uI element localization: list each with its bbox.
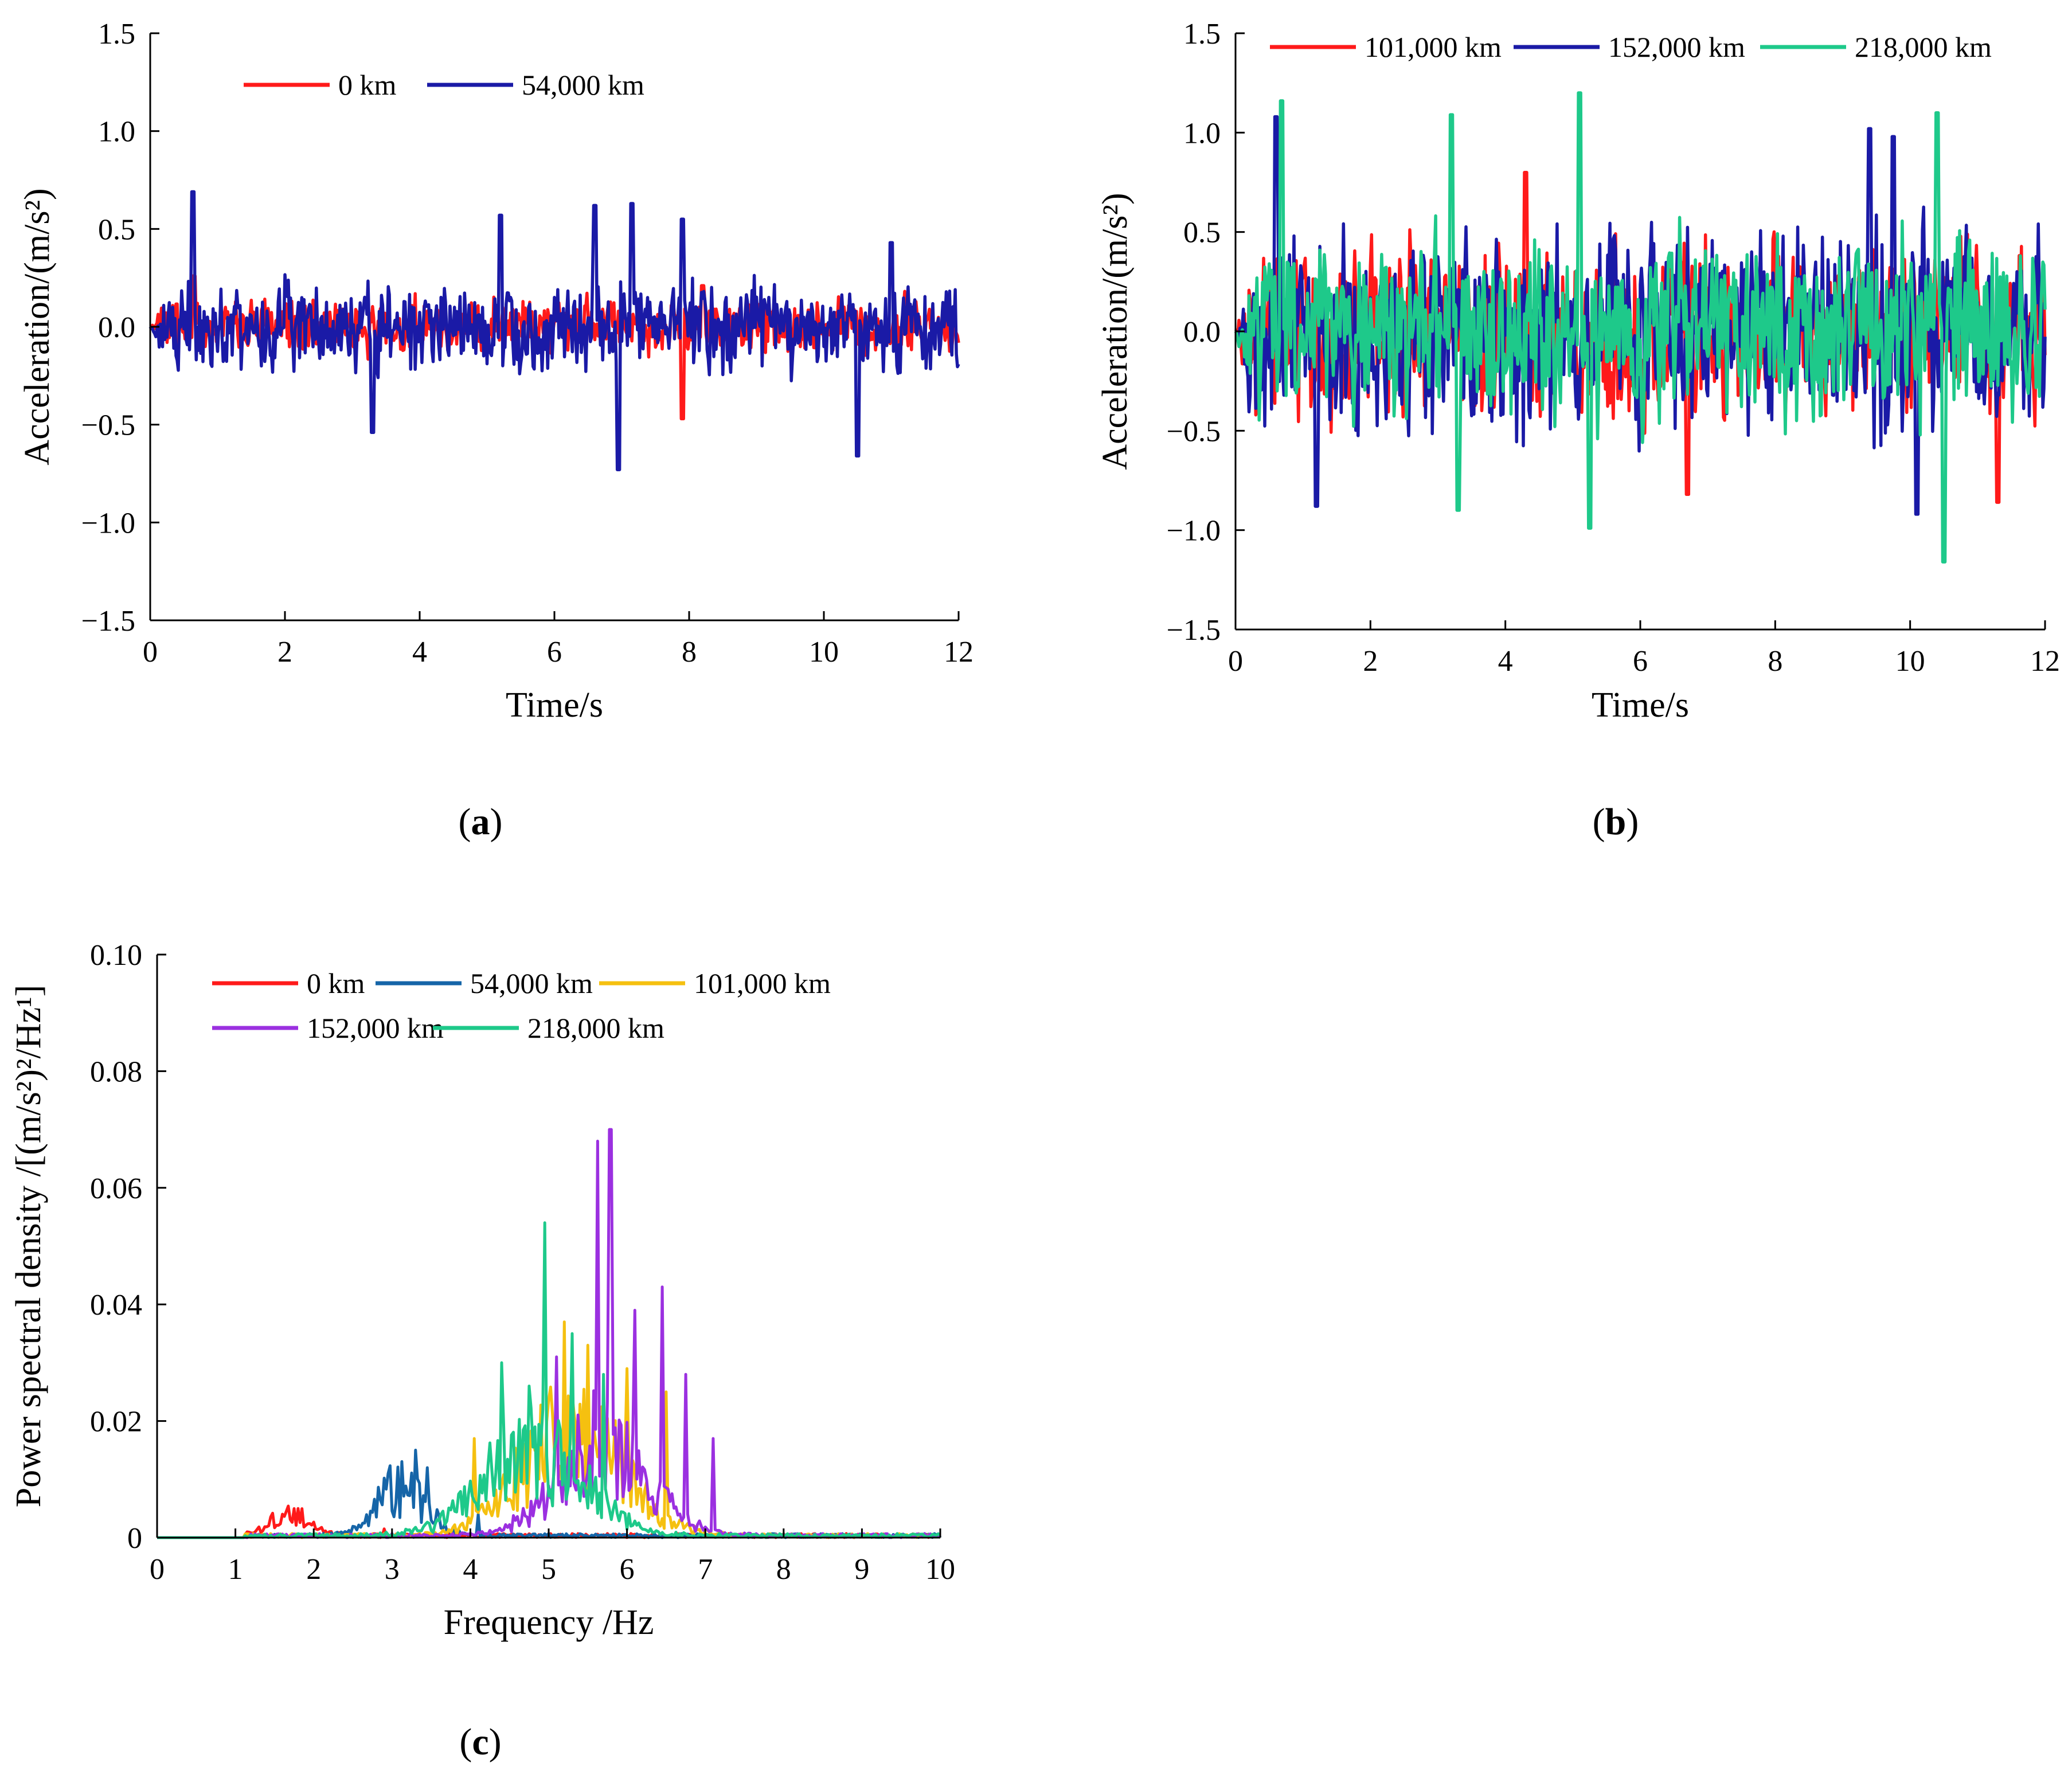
legend-label-b-0: 101,000 km (1365, 31, 1502, 63)
panel-label-b: (b) (1593, 801, 1639, 843)
x-axis-label-a: Time/s (506, 686, 603, 725)
x-axis-label-b: Time/s (1592, 686, 1689, 725)
x-tick-label-c-7: 7 (698, 1553, 713, 1586)
y-tick-label-b-5: 1.0 (1183, 117, 1221, 150)
x-tick-label-c-4: 4 (463, 1553, 478, 1586)
legend-label-c-2: 101,000 km (694, 967, 831, 999)
x-tick-label-a-1: 2 (277, 636, 292, 668)
x-tick-label-b-5: 10 (1895, 645, 1925, 678)
x-tick-label-c-9: 9 (854, 1553, 869, 1586)
chart-a: 0 2 4 6 8 10 12 −1.5 −1.0 −0.5 0.0 0.5 1.0 1.5 Time/s A… (18, 18, 974, 843)
y-tick-label-c-5: 0.10 (90, 939, 142, 972)
x-tick-label-c-3: 3 (385, 1553, 400, 1586)
y-tick-label-a-4: 0.5 (98, 213, 135, 246)
y-tick-label-b-4: 0.5 (1183, 217, 1221, 249)
series-line-c-4 (157, 1221, 941, 1539)
x-tick-label-b-3: 6 (1633, 645, 1648, 678)
series-line-c-2 (157, 1320, 941, 1539)
x-tick-label-b-2: 4 (1498, 645, 1513, 678)
x-tick-label-a-5: 10 (809, 636, 839, 668)
y-tick-label-c-2: 0.04 (90, 1289, 142, 1321)
y-tick-label-a-5: 1.0 (98, 116, 135, 148)
chart-b: 0 2 4 6 8 10 12 −1.5 −1.0 −0.5 0.0 0.5 1.0 1.5 Time/s A… (1096, 18, 2060, 843)
x-tick-label-c-1: 1 (228, 1553, 243, 1586)
y-axis-label-a: Acceleration/(m/s²) (18, 188, 57, 465)
y-tick-label-a-3: 0.0 (98, 311, 135, 344)
x-tick-label-a-4: 8 (682, 636, 697, 668)
panel-label-a: (a) (459, 801, 503, 843)
x-tick-label-c-0: 0 (150, 1553, 165, 1586)
chart-c: 0 1 2 3 4 5 6 7 8 9 10 0 0.02 0.04 0.06 0.08 0.10 Frequen… (9, 939, 955, 1763)
x-tick-label-c-10: 10 (925, 1553, 955, 1586)
y-tick-label-c-3: 0.06 (90, 1172, 142, 1205)
legend-label-c-0: 0 km (307, 967, 365, 999)
x-tick-label-b-4: 8 (1768, 645, 1782, 678)
y-tick-label-b-3: 0.0 (1183, 316, 1221, 349)
legend-label-c-4: 218,000 km (527, 1012, 664, 1044)
x-tick-label-b-0: 0 (1228, 645, 1243, 678)
y-tick-label-c-1: 0.02 (90, 1406, 142, 1438)
y-axis-label-b: Acceleration/(m/s²) (1096, 193, 1135, 470)
y-tick-label-a-2: −0.5 (81, 409, 135, 442)
x-tick-label-a-6: 12 (944, 636, 974, 668)
x-tick-label-a-0: 0 (143, 636, 158, 668)
series-line-b-2 (1234, 91, 2047, 564)
x-tick-label-a-3: 6 (547, 636, 562, 668)
x-tick-label-a-2: 4 (412, 636, 427, 668)
y-tick-label-b-6: 1.5 (1183, 18, 1221, 50)
legend-label-a-0: 0 km (338, 69, 397, 101)
legend-label-a-1: 54,000 km (522, 69, 644, 101)
series-line-a-1 (148, 190, 960, 471)
legend-label-c-1: 54,000 km (470, 967, 593, 999)
y-tick-label-a-1: −1.0 (81, 507, 135, 539)
legend-label-b-1: 152,000 km (1608, 31, 1745, 63)
y-axis-label-c: Power spectral density /[(m/s²)²/Hz¹] (9, 985, 48, 1507)
x-tick-label-c-2: 2 (306, 1553, 321, 1586)
x-tick-label-c-8: 8 (776, 1553, 791, 1586)
y-tick-label-b-2: −0.5 (1167, 415, 1221, 448)
panel-label-c: (c) (459, 1721, 501, 1763)
y-tick-label-c-0: 0 (127, 1522, 142, 1555)
y-tick-label-c-4: 0.08 (90, 1055, 142, 1088)
y-tick-label-a-6: 1.5 (98, 18, 135, 50)
x-tick-label-b-1: 2 (1363, 645, 1378, 678)
legend-label-b-2: 218,000 km (1855, 31, 1992, 63)
y-tick-label-b-0: −1.5 (1167, 614, 1221, 647)
x-tick-label-c-6: 6 (620, 1553, 635, 1586)
y-tick-label-a-0: −1.5 (81, 605, 135, 638)
x-tick-label-c-5: 5 (541, 1553, 556, 1586)
y-tick-label-b-1: −1.0 (1167, 515, 1221, 548)
legend-label-c-3: 152,000 km (307, 1012, 444, 1044)
x-axis-label-c: Frequency /Hz (444, 1603, 654, 1642)
x-tick-label-b-6: 12 (2030, 645, 2060, 678)
